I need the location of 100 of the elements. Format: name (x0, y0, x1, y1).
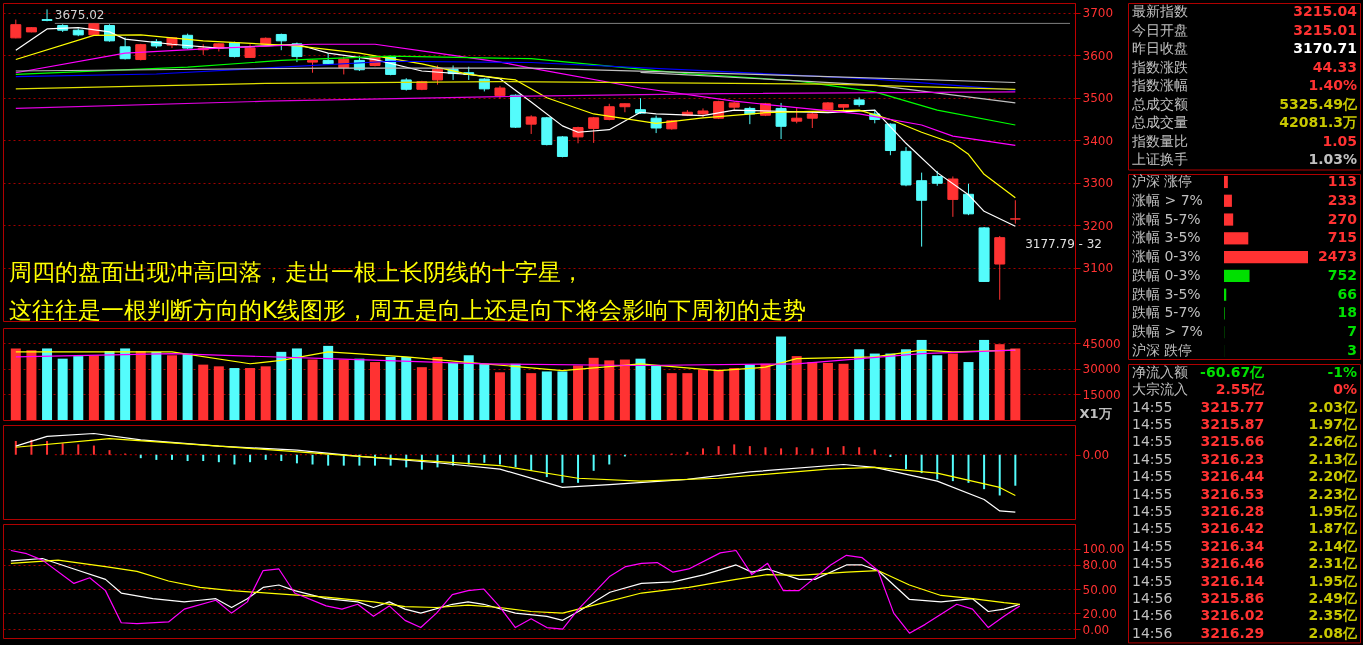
text: 今日开盘 (1132, 21, 1188, 38)
data-label: 270 (1327, 210, 1358, 227)
y-tick-label: 50.00 (1082, 582, 1117, 597)
text: 3216.53 (1200, 485, 1265, 502)
text: 上证换手 (1132, 151, 1188, 168)
text: 2.23亿 (1308, 485, 1358, 502)
text: 14:56 (1132, 624, 1173, 641)
text: 1.97亿 (1308, 415, 1358, 432)
data-label: 7 (1347, 323, 1357, 340)
y-tick-label: 涨幅 3-5% (1132, 229, 1201, 246)
text: 5325.49亿 (1279, 95, 1358, 112)
data-label: 113 (1327, 172, 1357, 189)
text: 2.31亿 (1308, 555, 1358, 572)
y-tick-label: 涨幅 > 7% (1132, 191, 1203, 208)
text: 2.13亿 (1308, 450, 1358, 467)
text: 3216.29 (1200, 624, 1265, 641)
text: 2.35亿 (1308, 607, 1358, 624)
text: 3216.14 (1200, 572, 1265, 589)
text: 14:56 (1132, 589, 1173, 606)
text: 3215.01 (1293, 21, 1357, 38)
text: 14:55 (1132, 433, 1173, 450)
text: 2.49亿 (1308, 589, 1358, 606)
text: 1.03% (1308, 151, 1357, 168)
text: 1.40% (1308, 77, 1357, 94)
y-tick-label: 3100 (1082, 261, 1114, 276)
y-tick-label: 3700 (1082, 6, 1114, 21)
text: 总成交额 (1131, 95, 1188, 112)
text: 3215.66 (1200, 433, 1265, 450)
text: 3215.04 (1293, 3, 1358, 20)
ref-line-label: 3675.02 (54, 8, 105, 23)
y-tick-label: 沪深 涨停 (1132, 172, 1193, 189)
text: 14:55 (1132, 502, 1173, 519)
text: 2.08亿 (1308, 624, 1358, 641)
data-label: 66 (1337, 285, 1357, 302)
text: 14:55 (1132, 572, 1173, 589)
text: 指数涨跌 (1131, 58, 1188, 75)
y-tick-label: 涨幅 0-3% (1132, 248, 1201, 265)
text: 1.95亿 (1308, 502, 1358, 519)
y-tick-label: 涨幅 5-7% (1132, 210, 1201, 227)
y-tick-label: 80.00 (1082, 558, 1117, 573)
text: 14:55 (1132, 485, 1173, 502)
text: 指数涨幅 (1131, 77, 1188, 94)
y-tick-label: 0.00 (1082, 622, 1110, 637)
y-tick-label: 3200 (1082, 218, 1114, 233)
text: 3216.46 (1200, 555, 1265, 572)
y-tick-label: 3600 (1082, 48, 1114, 63)
y-tick-label: 30000 (1082, 362, 1121, 377)
text: 净流入额 (1132, 363, 1188, 380)
text: 3215.87 (1200, 415, 1265, 432)
text: 大宗流入 (1132, 381, 1188, 398)
text: 14:55 (1132, 537, 1173, 554)
text: 3215.86 (1200, 589, 1265, 606)
y-tick-label: 15000 (1082, 387, 1121, 402)
text: 3216.42 (1200, 520, 1265, 537)
data-label: 233 (1327, 191, 1357, 208)
text: 2.55亿 (1215, 381, 1266, 398)
text: 14:55 (1132, 398, 1173, 415)
y-tick-label: 20.00 (1082, 606, 1117, 621)
text: 1.87亿 (1308, 520, 1358, 537)
text: 14:55 (1132, 450, 1173, 467)
y-tick-label: 3300 (1082, 176, 1114, 191)
text: 指数量比 (1131, 132, 1188, 149)
text: 14:55 (1132, 555, 1173, 572)
text: 3170.71 (1293, 40, 1357, 57)
annotation: 周四的盘面出现冲高回落，走出一根上长阴线的十字星， (9, 259, 584, 285)
data-label: 18 (1337, 304, 1357, 321)
text: 44.33 (1312, 58, 1357, 75)
y-tick-label: 跌幅 5-7% (1132, 304, 1201, 321)
text: -1% (1327, 363, 1357, 380)
text: 2.26亿 (1308, 433, 1358, 450)
y-tick-label: 45000 (1082, 336, 1121, 351)
y-tick-label: 跌幅 3-5% (1132, 285, 1201, 302)
text: 3216.02 (1200, 607, 1265, 624)
annotation: 这往往是一根判断方向的K线图形，周五是向上还是向下将会影响下周初的走势 (9, 297, 807, 323)
text: 3216.44 (1200, 468, 1265, 485)
text: 2.14亿 (1308, 537, 1358, 554)
text: 最新指数 (1132, 3, 1188, 20)
text: 昨日收盘 (1132, 40, 1188, 57)
text: 3216.23 (1200, 450, 1265, 467)
text: 2.03亿 (1308, 398, 1358, 415)
data-label: 2473 (1318, 248, 1357, 265)
text: 3215.77 (1200, 398, 1265, 415)
y-tick-label: 3500 (1082, 91, 1114, 106)
data-label: 715 (1327, 229, 1357, 246)
data-label: 752 (1327, 266, 1357, 283)
text: 3216.28 (1200, 502, 1265, 519)
y-tick-label: 跌幅 > 7% (1132, 323, 1203, 340)
text: 14:55 (1132, 415, 1173, 432)
text: 14:55 (1132, 520, 1173, 537)
y-axis-title: X1万 (1079, 405, 1112, 421)
text: 3177.79 - 32 (1025, 237, 1103, 251)
y-tick-label: 跌幅 0-3% (1132, 266, 1201, 283)
text: 14:56 (1132, 607, 1173, 624)
text: 3216.34 (1200, 537, 1265, 554)
text: 2.20亿 (1308, 468, 1358, 485)
text: 1.05 (1322, 132, 1357, 149)
text: 0% (1333, 381, 1357, 398)
text: 14:55 (1132, 468, 1173, 485)
y-tick-label: 100.00 (1082, 542, 1125, 557)
data-label: 3 (1347, 342, 1357, 359)
